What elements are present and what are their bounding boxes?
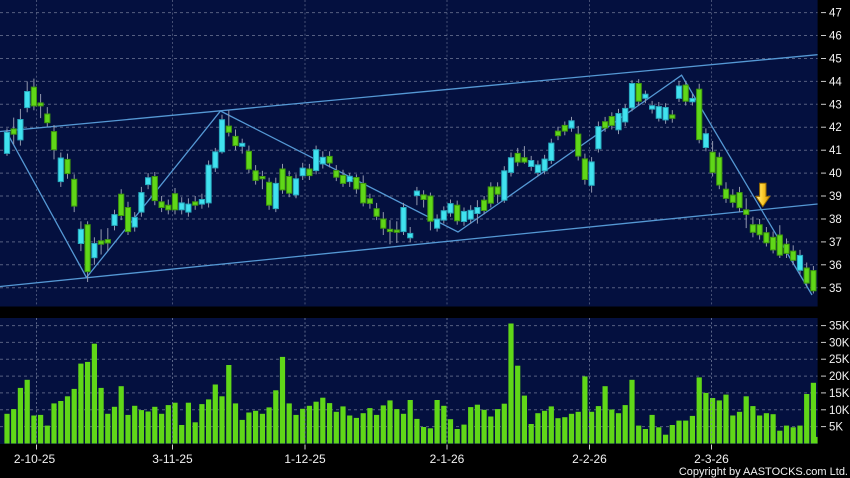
svg-text:36: 36 [829,260,842,272]
svg-text:35K: 35K [829,321,850,333]
svg-text:43: 43 [829,99,842,111]
svg-text:38: 38 [829,214,842,226]
svg-text:20K: 20K [829,371,850,383]
svg-text:35: 35 [829,283,842,295]
svg-text:41: 41 [829,145,842,157]
svg-text:47: 47 [829,8,842,20]
svg-text:44: 44 [829,76,842,88]
svg-text:10K: 10K [829,405,850,417]
svg-text:2-2-26: 2-2-26 [572,452,607,466]
svg-text:37: 37 [829,237,842,249]
svg-text:46: 46 [829,31,842,43]
svg-text:1-12-25: 1-12-25 [284,452,326,466]
svg-text:25K: 25K [829,354,850,366]
svg-text:2-1-26: 2-1-26 [430,452,465,466]
svg-text:15K: 15K [829,388,850,400]
svg-text:45: 45 [829,54,842,66]
svg-text:2-3-26: 2-3-26 [694,452,729,466]
svg-text:5K: 5K [829,422,843,434]
svg-text:3-11-25: 3-11-25 [152,452,193,466]
svg-text:40: 40 [829,168,842,180]
svg-text:42: 42 [829,122,842,134]
svg-text:30K: 30K [829,337,850,349]
svg-text:2-10-25: 2-10-25 [14,452,56,466]
svg-text:Copyright by AASTOCKS.com Ltd.: Copyright by AASTOCKS.com Ltd. [679,466,848,478]
svg-text:39: 39 [829,191,842,203]
